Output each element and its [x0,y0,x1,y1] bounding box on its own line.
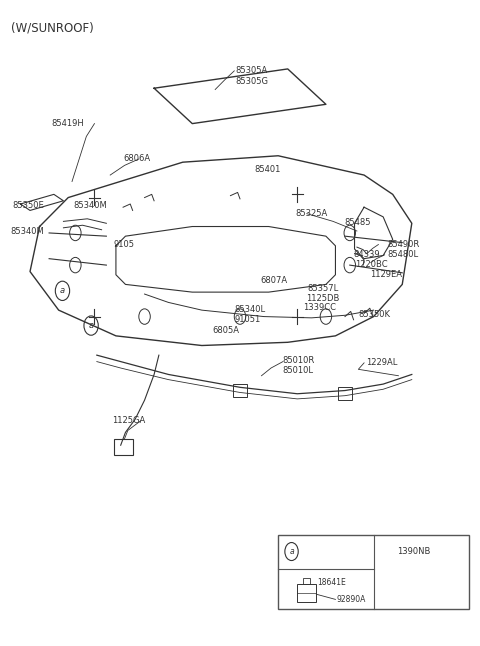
Text: 92890A: 92890A [336,595,366,604]
Text: a: a [60,286,65,295]
Text: 85305A: 85305A [235,67,267,76]
Text: 85340L: 85340L [234,305,265,314]
Text: 85480L: 85480L [387,250,418,259]
Text: 91051: 91051 [234,315,261,324]
Text: a: a [289,547,294,556]
Text: 85350K: 85350K [359,310,390,319]
Bar [233,384,247,397]
Text: 9105: 9105 [114,240,134,249]
Text: 84339: 84339 [354,250,380,259]
Text: 85490R: 85490R [387,240,419,249]
Text: 18641E: 18641E [317,578,346,587]
Text: 6807A: 6807A [260,276,287,285]
Text: 85401: 85401 [254,165,281,174]
Text: 1339CC: 1339CC [303,303,336,312]
Text: 6805A: 6805A [212,326,240,335]
Text: 1125GA: 1125GA [112,416,145,425]
Text: 1220BC: 1220BC [356,260,388,269]
Text: 85357L: 85357L [308,284,339,293]
Bar [297,584,316,602]
Text: 1229AL: 1229AL [366,359,398,368]
Text: a: a [88,321,94,330]
Text: 6806A: 6806A [123,154,150,163]
Text: 1390NB: 1390NB [397,547,431,556]
Bar [303,578,310,584]
Text: 1125DB: 1125DB [306,294,339,303]
Bar [338,388,352,400]
Text: 1129EA: 1129EA [370,269,402,278]
Text: 85325A: 85325A [295,209,327,218]
Bar [278,536,469,609]
Text: 85350E: 85350E [12,201,44,210]
Bar [114,439,132,455]
Text: 85010L: 85010L [282,366,313,375]
Text: 85340M: 85340M [10,227,44,236]
Text: 85419H: 85419H [51,119,84,128]
Text: 85340M: 85340M [73,201,107,210]
Text: 85485: 85485 [344,218,371,227]
Text: 85010R: 85010R [282,357,314,366]
Text: (W/SUNROOF): (W/SUNROOF) [11,22,94,35]
Text: 85305G: 85305G [235,77,268,86]
